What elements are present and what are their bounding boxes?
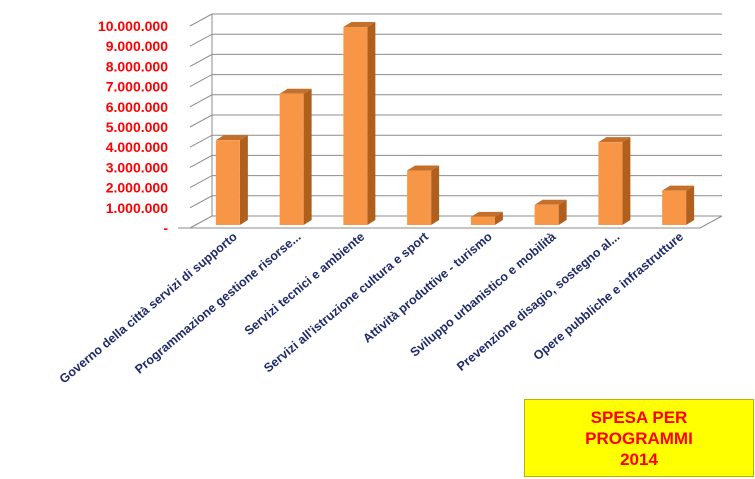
y-axis-tick-labels: - 1.000.000 2.000.000 3.000.000 4.000.000 5.0… [98, 18, 168, 236]
bar-side [431, 165, 440, 225]
gridline [189, 114, 722, 128]
x-tick-label: Attività produttive - turismo [360, 229, 495, 345]
bar-front [407, 170, 432, 225]
chart-title-line-2: PROGRAMMI [585, 428, 693, 448]
bars [215, 22, 695, 226]
x-tick-label: Servizi tecnici e ambiente [242, 230, 368, 339]
bar [343, 22, 376, 226]
gridlines [178, 13, 723, 229]
y-tick-label: 4.000.000 [106, 139, 168, 155]
gridline [189, 134, 722, 148]
y-tick-label: 1.000.000 [106, 200, 168, 216]
x-axis-tick-labels: Governo della città servizi di supportoP… [57, 229, 686, 386]
gridline [189, 74, 722, 88]
bar [534, 199, 567, 225]
gridline [189, 195, 722, 209]
bar-front [662, 190, 687, 225]
bar-front [215, 140, 240, 225]
y-tick-label: 5.000.000 [106, 119, 168, 135]
bar-top [407, 165, 440, 171]
bar-side [239, 135, 248, 225]
bar-side [367, 22, 376, 225]
bar-side [494, 211, 503, 225]
chart-title-line-1: SPESA PER [590, 407, 688, 427]
bar [407, 165, 440, 225]
bar-top [534, 199, 567, 205]
bar-top [279, 88, 312, 94]
bar [279, 88, 312, 225]
y-tick-label: 6.000.000 [106, 99, 168, 115]
bar-top [343, 22, 376, 28]
bar [598, 137, 631, 225]
gridline [189, 215, 722, 229]
gridline [189, 13, 722, 27]
y-tick-label: 10.000.000 [98, 18, 168, 34]
y-tick-label: 7.000.000 [106, 79, 168, 95]
chart-title-box: SPESA PER PROGRAMMI 2014 [524, 399, 754, 477]
gridline [189, 175, 722, 189]
gridline [189, 94, 722, 108]
bar-front [470, 216, 495, 225]
floor-edge [190, 215, 723, 229]
bar-top [662, 185, 695, 191]
bar-front [598, 142, 623, 225]
y-tick-label: 2.000.000 [106, 180, 168, 196]
bar-side [303, 88, 312, 225]
y-tick-label: 9.000.000 [106, 38, 168, 54]
gridline [189, 154, 722, 168]
bar-top [598, 137, 631, 143]
y-tick-label: 8.000.000 [106, 58, 168, 74]
bar-top [470, 211, 503, 217]
bar [215, 135, 248, 225]
gridline [189, 53, 722, 67]
bar-side [558, 199, 567, 225]
chart-title-line-3: 2014 [620, 449, 658, 469]
gridline [189, 33, 722, 47]
bar-front [534, 204, 559, 225]
bar-side [622, 137, 631, 225]
bar-front [343, 27, 368, 226]
y-tick-label: - [163, 220, 168, 236]
y-tick-label: 3.000.000 [106, 159, 168, 175]
bar [662, 185, 695, 225]
bar-front [279, 93, 304, 225]
bar-top [215, 135, 248, 141]
bar-side [686, 185, 695, 225]
bar [470, 211, 503, 225]
